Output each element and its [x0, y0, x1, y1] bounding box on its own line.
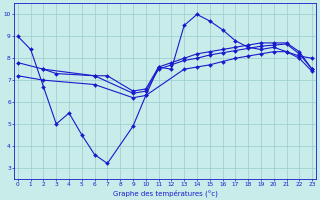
X-axis label: Graphe des températures (°c): Graphe des températures (°c)	[113, 189, 217, 197]
